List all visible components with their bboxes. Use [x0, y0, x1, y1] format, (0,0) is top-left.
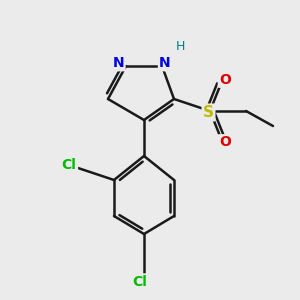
Text: Cl: Cl	[132, 275, 147, 289]
Text: H: H	[175, 40, 185, 53]
Text: N: N	[159, 56, 171, 70]
Text: N: N	[113, 56, 124, 70]
Text: S: S	[203, 105, 214, 120]
Text: O: O	[219, 73, 231, 86]
Text: Cl: Cl	[61, 158, 76, 172]
Text: O: O	[219, 136, 231, 149]
